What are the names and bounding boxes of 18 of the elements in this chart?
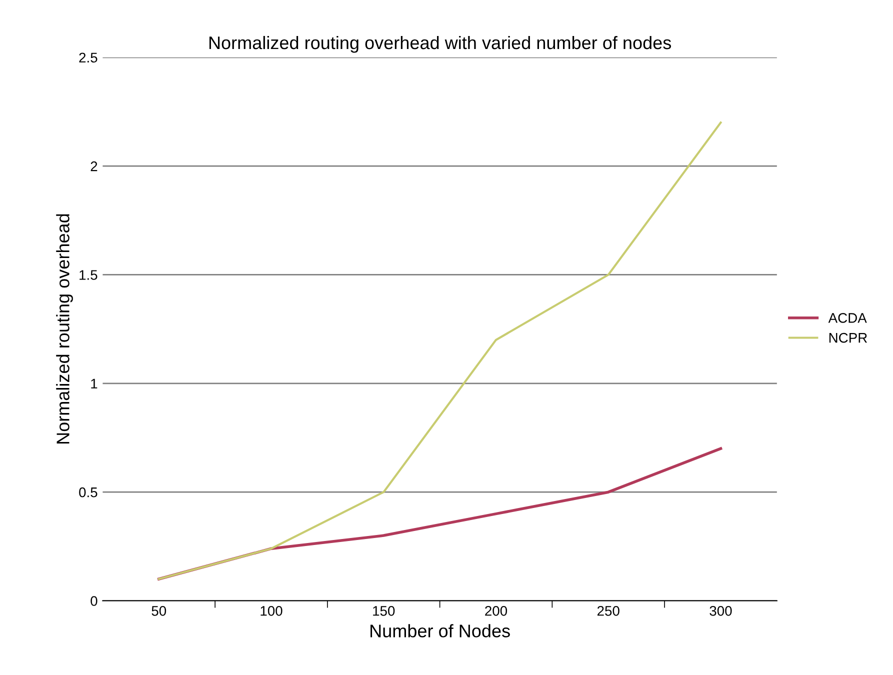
legend-label: NCPR — [829, 332, 868, 343]
y-tick-label: 0.5 — [79, 487, 98, 498]
x-tick-label: 100 — [260, 606, 282, 616]
line-series — [158, 122, 722, 580]
chart-title: Normalized routing overhead with varied number of nodes — [209, 36, 672, 53]
y-tick-label: 2.5 — [79, 52, 98, 63]
x-tick-label: 300 — [710, 606, 732, 616]
y-axis-title: Normalized routing overhead — [56, 214, 73, 444]
y-tick-label: 1.5 — [80, 270, 98, 280]
x-tick-label: 250 — [597, 606, 620, 616]
x-tick-label: 200 — [485, 606, 508, 616]
y-tick-label: 2 — [90, 161, 98, 172]
x-axis-title: Number of Nodes — [370, 624, 510, 638]
y-tick-label: 1 — [91, 378, 98, 388]
x-tick-label: 150 — [373, 606, 395, 616]
x-tick-label: 50 — [152, 606, 166, 616]
legend-label: ACDA — [828, 313, 867, 323]
y-tick-label: 0 — [90, 596, 98, 606]
